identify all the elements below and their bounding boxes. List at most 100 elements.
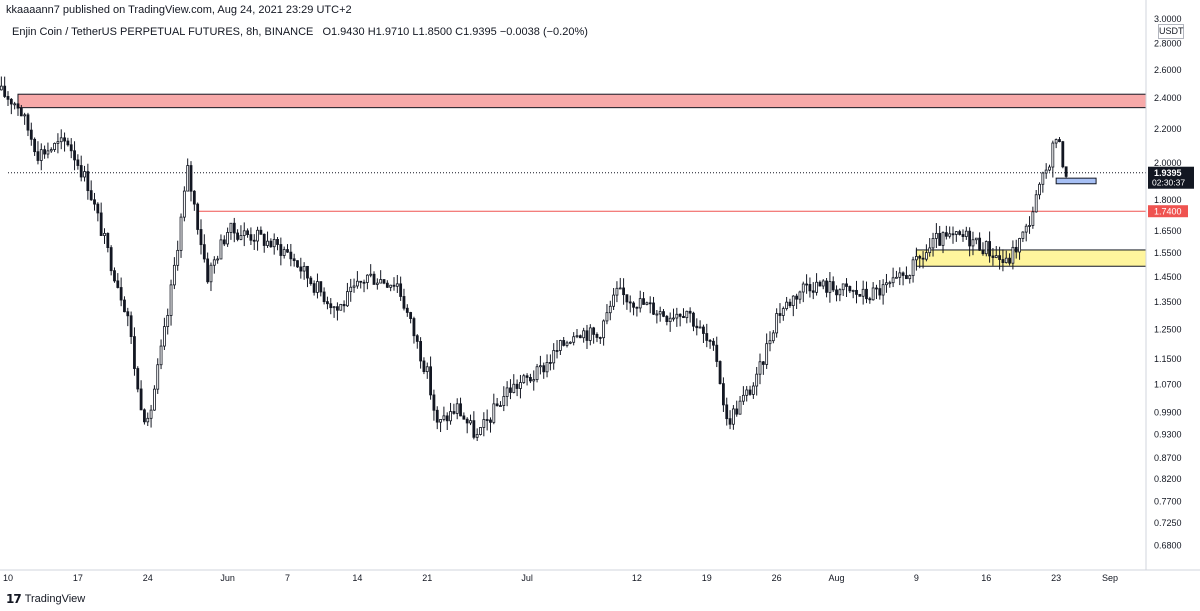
- candle-body: [439, 419, 442, 423]
- candle-body: [336, 306, 339, 311]
- candle-body: [808, 284, 812, 292]
- candle-body: [39, 149, 43, 161]
- candle-body: [512, 383, 516, 393]
- candle-body: [745, 389, 749, 396]
- candle-body: [938, 232, 942, 246]
- candle-body: [1054, 139, 1058, 144]
- candle-body: [23, 114, 27, 117]
- candle-body: [519, 382, 522, 389]
- candle-body: [658, 311, 662, 315]
- candle-body: [465, 418, 469, 424]
- candle-body: [159, 345, 163, 366]
- x-tick-label: 26: [772, 573, 782, 583]
- symbol-info: Enjin Coin / TetherUS PERPETUAL FUTURES,…: [12, 26, 314, 38]
- candle-body: [845, 283, 848, 287]
- candle-body: [695, 325, 699, 329]
- y-tick-label: 2.8000: [1154, 38, 1182, 48]
- candle-body: [455, 403, 459, 414]
- candle-body: [522, 375, 526, 383]
- candle-body: [53, 142, 56, 150]
- x-tick-label: Aug: [829, 573, 845, 583]
- candle-body: [944, 232, 948, 237]
- candle-body: [529, 377, 532, 382]
- candle-body: [775, 313, 779, 334]
- level-price-label: 1.7400: [1154, 207, 1182, 217]
- candle-body: [202, 244, 206, 260]
- candle-body: [918, 256, 922, 259]
- candle-body: [375, 282, 379, 285]
- candle-body: [309, 277, 313, 285]
- candle-body: [855, 289, 858, 295]
- zones-layer: [17, 93, 1147, 267]
- candle-body: [791, 295, 795, 306]
- candle-body: [738, 400, 742, 415]
- candle-body: [499, 405, 502, 407]
- currency-label[interactable]: USDT: [1158, 24, 1184, 39]
- candle-body: [562, 340, 566, 346]
- candle-body: [605, 312, 609, 322]
- footer-branding[interactable]: 𝟭𝟳 TradingView: [6, 592, 85, 606]
- candle-body: [1058, 139, 1061, 143]
- candle-body: [578, 335, 582, 339]
- candle-body: [931, 238, 935, 249]
- x-tick-label: 16: [981, 573, 991, 583]
- candle-body: [954, 231, 958, 235]
- y-tick-label: 1.6500: [1154, 226, 1182, 236]
- candle-body: [219, 239, 223, 260]
- candle-body: [485, 419, 489, 421]
- countdown-label: 02:30:37: [1152, 178, 1185, 188]
- x-tick-label: 7: [285, 573, 290, 583]
- candle-body: [768, 340, 772, 345]
- ohlc-values: O1.9430 H1.9710 L1.8500 C1.9395 −0.0038 …: [322, 26, 588, 38]
- x-tick-label: 19: [702, 573, 712, 583]
- candle-body: [169, 284, 173, 316]
- candle-body: [552, 350, 556, 364]
- candle-body: [326, 301, 329, 305]
- candle-body: [728, 418, 732, 425]
- candle-body: [951, 233, 955, 236]
- candle-body: [908, 275, 912, 280]
- candle-body: [545, 362, 549, 373]
- candle-body: [885, 282, 888, 286]
- candle-body: [36, 151, 40, 161]
- candle-body: [269, 240, 273, 248]
- x-tick-label: 17: [73, 573, 83, 583]
- candle-body: [592, 327, 596, 335]
- candle-body: [222, 239, 226, 245]
- candle-body: [276, 239, 279, 245]
- candle-body: [0, 85, 3, 91]
- y-tick-label: 1.0700: [1154, 380, 1182, 390]
- candle-body: [119, 287, 123, 301]
- candle-body: [702, 326, 705, 334]
- candle-body: [1041, 172, 1045, 185]
- candle-body: [509, 387, 512, 393]
- candle-body: [565, 342, 569, 346]
- candle-body: [682, 315, 685, 319]
- target-zone: [1055, 177, 1097, 185]
- candle-body: [535, 366, 539, 380]
- candle-body: [435, 409, 439, 423]
- candle-body: [652, 302, 655, 315]
- candle-body: [482, 419, 486, 428]
- candle-body: [828, 281, 832, 293]
- candle-body: [3, 85, 7, 97]
- candle-body: [878, 288, 882, 296]
- candle-body: [292, 258, 296, 262]
- candle-body: [1024, 225, 1028, 233]
- candle-body: [688, 310, 692, 314]
- candle-body: [33, 138, 37, 153]
- candle-body: [306, 265, 309, 279]
- candle-body: [781, 308, 785, 316]
- candle-body: [226, 232, 230, 245]
- candle-body: [162, 326, 166, 347]
- candle-body: [708, 340, 712, 342]
- candle-body: [575, 335, 579, 338]
- candle-body: [332, 306, 336, 309]
- candle-body: [788, 301, 792, 306]
- candle-body: [475, 434, 479, 438]
- candle-body: [252, 239, 256, 242]
- candle-body: [868, 298, 872, 301]
- candle-body: [595, 334, 599, 338]
